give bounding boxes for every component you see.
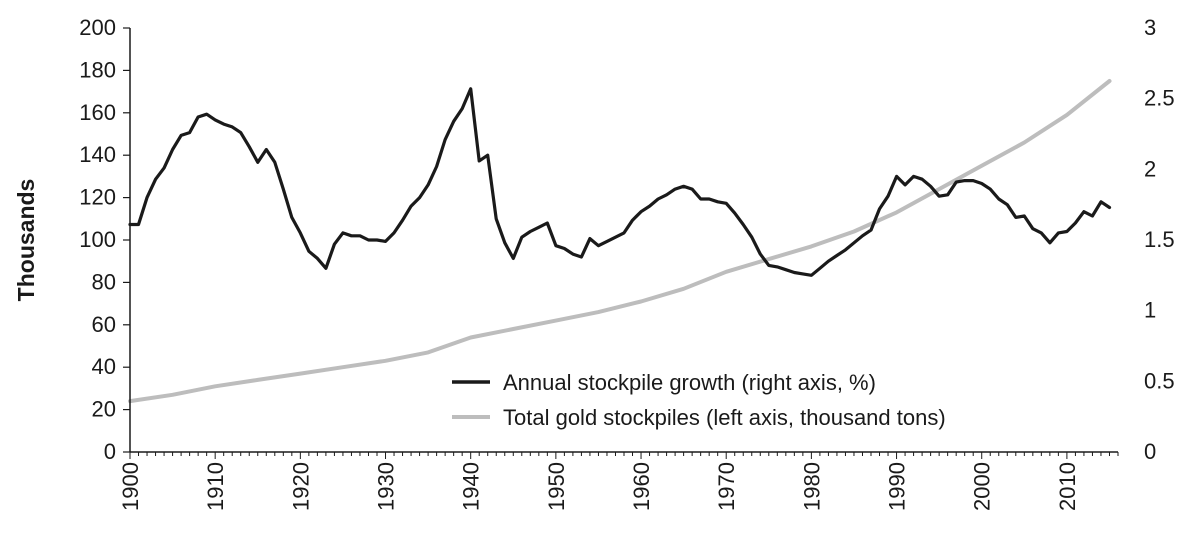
x-axis-tick-label: 1990 [885,462,910,511]
x-axis-tick-label: 1930 [374,462,399,511]
tick-labels: 02040608010012014016018020000.511.522.53… [79,15,1174,511]
left-axis-tick-label: 80 [92,269,116,294]
left-axis-title: Thousands [13,179,39,302]
x-axis-tick-label: 1920 [288,462,313,511]
left-axis-tick-label: 100 [79,227,116,252]
plot-area [128,79,1112,404]
x-axis-tick-label: 1970 [714,462,739,511]
x-axis-tick-label: 2010 [1055,462,1080,511]
right-axis-tick-label: 1 [1144,298,1156,323]
right-axis-tick-label: 0.5 [1144,368,1175,393]
annual-stockpile-growth-line [128,87,1112,277]
legend: Annual stockpile growth (right axis, %) T… [452,370,946,430]
left-axis-tick-label: 0 [104,439,116,464]
right-axis-tick-label: 3 [1144,15,1156,40]
left-axis-tick-label: 120 [79,185,116,210]
left-axis-tick-label: 180 [79,57,116,82]
left-axis-tick-label: 40 [92,354,116,379]
legend-label: Total gold stockpiles (left axis, thousa… [503,405,946,430]
left-axis-tick-label: 200 [79,15,116,40]
x-axis-tick-label: 2000 [970,462,995,511]
right-axis-tick-label: 0 [1144,439,1156,464]
x-axis-tick-label: 1960 [629,462,654,511]
right-axis-tick-label: 2 [1144,156,1156,181]
total-gold-stockpiles-line [128,79,1112,404]
x-axis-tick-label: 1950 [544,462,569,511]
left-axis-tick-label: 20 [92,397,116,422]
right-axis-tick-label: 2.5 [1144,86,1175,111]
x-axis-tick-label: 1910 [203,462,228,511]
x-axis-tick-label: 1980 [799,462,824,511]
left-axis-tick-label: 140 [79,142,116,167]
left-axis-tick-label: 60 [92,312,116,337]
x-axis-tick-label: 1940 [459,462,484,511]
legend-label: Annual stockpile growth (right axis, %) [503,370,876,395]
right-axis-tick-label: 1.5 [1144,227,1175,252]
left-axis-tick-label: 160 [79,100,116,125]
x-axis-tick-label: 1900 [118,462,143,511]
